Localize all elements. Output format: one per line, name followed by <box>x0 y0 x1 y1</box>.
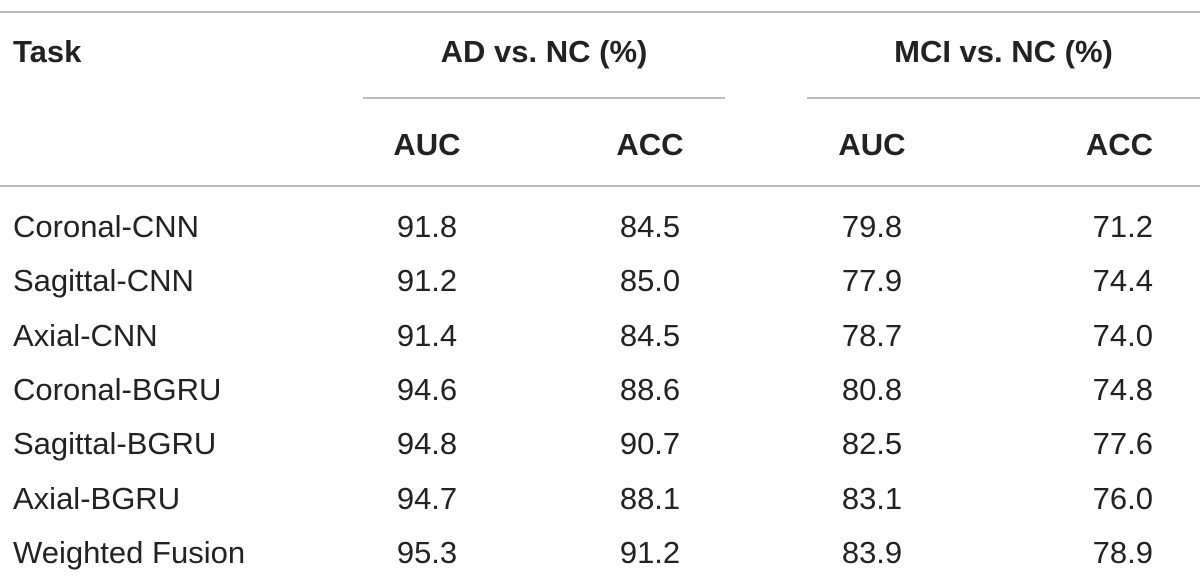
cell-ad-auc: 94.7 <box>396 481 458 516</box>
subheader-ad-acc: ACC <box>616 127 684 162</box>
cell-task: Coronal-BGRU <box>13 372 222 407</box>
cell-ad-acc: 85.0 <box>619 263 681 298</box>
cell-ad-acc: 84.5 <box>619 209 681 244</box>
cell-ad-acc: 88.1 <box>619 481 681 516</box>
group-ad-rule <box>363 97 725 99</box>
cell-ad-auc: 91.8 <box>396 209 458 244</box>
cell-task: Axial-CNN <box>13 318 158 353</box>
cell-mci-acc: 76.0 <box>1092 481 1153 516</box>
cell-mci-auc: 78.7 <box>841 318 903 353</box>
cell-mci-auc: 83.9 <box>841 535 903 570</box>
cell-mci-auc: 80.8 <box>841 372 903 407</box>
header-group-ad: AD vs. NC (%) <box>440 34 648 69</box>
group-mci-rule <box>807 97 1200 99</box>
cell-mci-auc: 77.9 <box>841 263 903 298</box>
subheader-mci-acc: ACC <box>1085 127 1153 162</box>
cell-task: Axial-BGRU <box>13 481 181 516</box>
subheader-ad-auc: AUC <box>393 127 461 162</box>
cell-task: Weighted Fusion <box>13 535 246 570</box>
cell-mci-acc: 74.0 <box>1092 318 1153 353</box>
cell-ad-auc: 91.2 <box>396 263 458 298</box>
cell-task: Sagittal-CNN <box>13 263 194 298</box>
cell-ad-acc: 84.5 <box>619 318 681 353</box>
cell-task: Sagittal-BGRU <box>13 426 217 461</box>
cell-mci-auc: 79.8 <box>841 209 903 244</box>
cell-ad-auc: 91.4 <box>396 318 458 353</box>
cell-ad-acc: 90.7 <box>619 426 681 461</box>
cell-ad-auc: 95.3 <box>396 535 458 570</box>
header-task: Task <box>13 34 82 69</box>
cell-mci-acc: 78.9 <box>1092 535 1153 570</box>
cell-mci-auc: 82.5 <box>841 426 903 461</box>
cell-mci-acc: 74.8 <box>1092 372 1153 407</box>
cell-mci-acc: 71.2 <box>1092 209 1153 244</box>
table-top-rule <box>0 11 1200 13</box>
subheader-mci-auc: AUC <box>838 127 906 162</box>
cell-task: Coronal-CNN <box>13 209 200 244</box>
cell-ad-auc: 94.6 <box>396 372 458 407</box>
cell-mci-acc: 77.6 <box>1092 426 1153 461</box>
header-bottom-rule <box>0 185 1200 187</box>
cell-mci-acc: 74.4 <box>1092 263 1153 298</box>
header-group-mci: MCI vs. NC (%) <box>894 34 1113 69</box>
cell-mci-auc: 83.1 <box>841 481 903 516</box>
cell-ad-acc: 91.2 <box>619 535 681 570</box>
cell-ad-auc: 94.8 <box>396 426 458 461</box>
cell-ad-acc: 88.6 <box>619 372 681 407</box>
